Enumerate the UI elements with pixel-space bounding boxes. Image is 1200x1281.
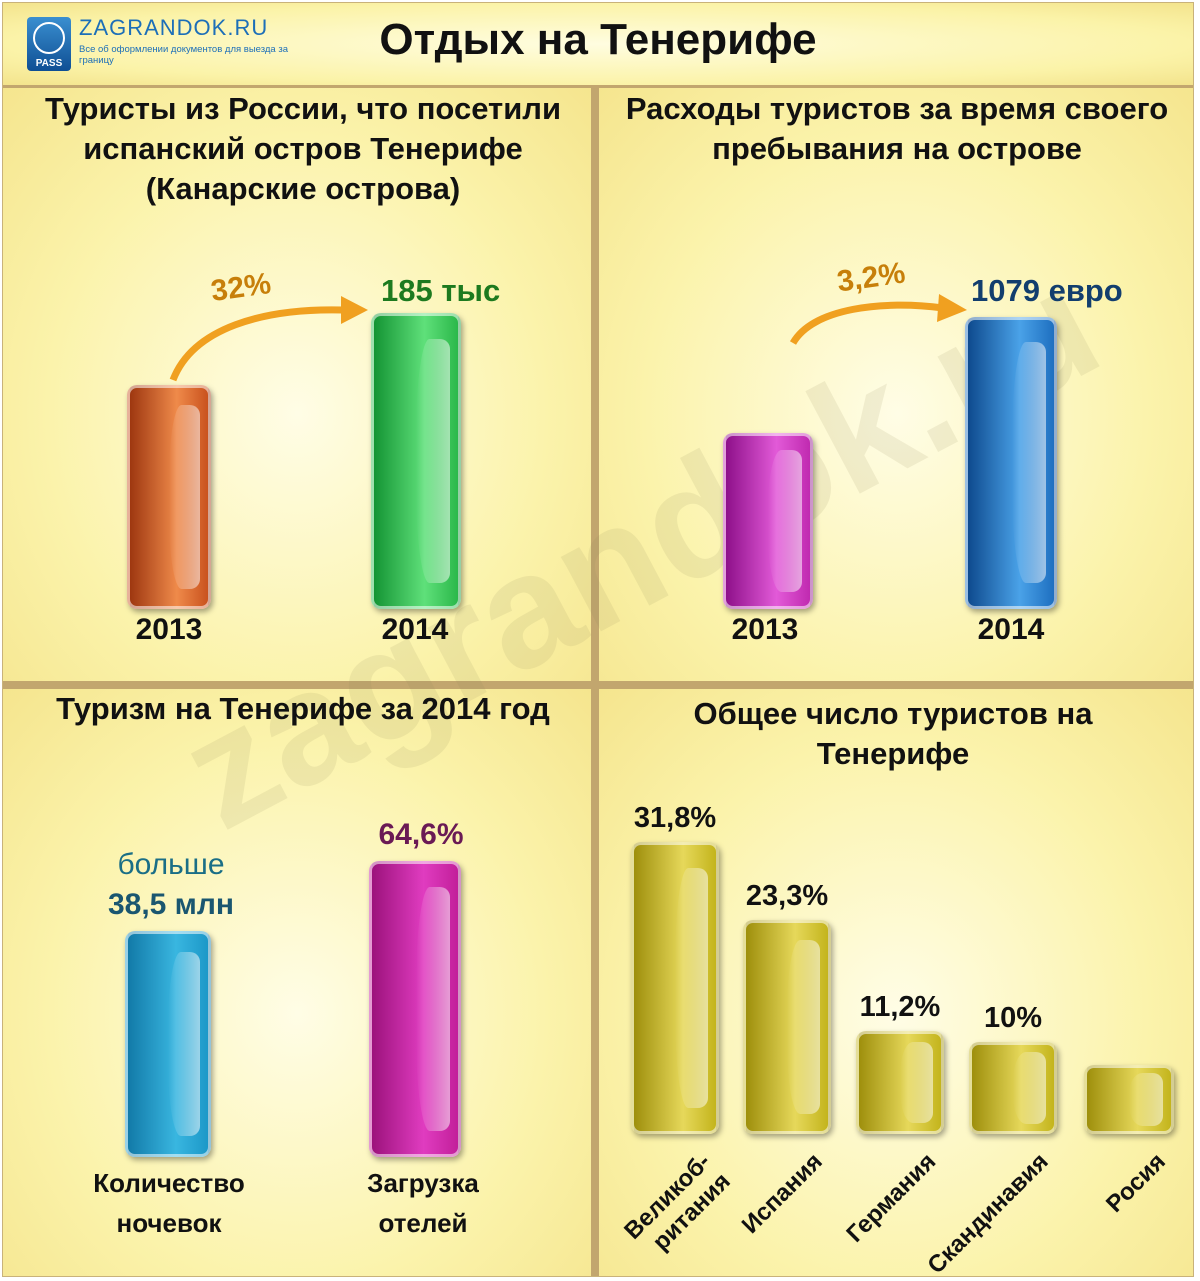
panel-russia-tourists [3,87,591,681]
chart4-value-label-1: 31,8% [633,802,717,834]
chart4-bar-4 [969,1042,1057,1134]
chart4-bar-2 [743,920,831,1134]
site-logo[interactable]: PASS ZAGRANDOK.RU Все об оформлении доку… [23,11,333,73]
chart4-category-3: Германия [841,1148,942,1248]
chart2-bar-2013 [723,432,813,609]
chart2-category-2013: 2013 [731,613,799,646]
chart1-bar-2013 [127,385,211,609]
chart4-bar-1 [631,842,719,1134]
chart1-bar-2014 [371,313,461,609]
chart3-category-hotels-2: отелей [378,1208,468,1238]
chart4-bar-3 [856,1031,944,1134]
chart1-category-2013: 2013 [135,613,203,646]
chart4-bar-5 [1084,1065,1174,1134]
chart4-category-2: Испания [737,1148,829,1240]
chart1-growth-arrow [169,296,368,382]
chart4-category-5: Росия [1100,1148,1171,1218]
panel-spending [599,87,1193,681]
chart3-category-nights-2: ночевок [116,1208,222,1238]
logo-name: ZAGRANDOK.RU [79,15,269,40]
chart1-title: Туристы из России, что посетили испански… [44,91,562,206]
chart1-category-2014: 2014 [381,613,449,646]
chart3-bar-hotels [369,861,461,1157]
logo-tagline: Все об оформлении документов для выезда … [79,44,288,66]
chart4-value-label-2: 23,3% [745,880,829,913]
chart3-nights-label-1: больше [117,848,225,881]
chart4-plot: 31,8% Великоб-ритания 23,3% Испания 11,2% Гер… [599,689,1193,1277]
chart3-category-hotels-1: Загрузка [367,1168,479,1198]
divider-vertical [591,87,599,1276]
chart2-growth-arrow [789,294,967,345]
chart4-category-1: Великоб-ритания [619,1148,736,1257]
chart2-category-2014: 2014 [977,613,1045,646]
chart3-hotels-label: 64,6% [378,818,464,851]
panel-tourism-2014 [3,689,591,1276]
chart4-title: Общее число туристов на Тенерифе [693,696,1093,771]
page-title: Отдых на Тенерифе [379,15,817,64]
globe-passport-icon: PASS [27,17,71,71]
chart3-nights-label-2: 38,5 млн [107,888,235,921]
chart2-value-label: 1079 евро [971,273,1123,308]
logo-badge: PASS [35,58,63,69]
chart4-value-label-3: 11,2% [859,991,941,1024]
chart2-bar-2014 [965,316,1057,609]
chart1-value-label: 185 тыс [381,273,501,308]
chart4-value-label-4: 10% [983,1002,1043,1035]
chart4-category-4: Скандинавия [922,1148,1055,1277]
header: PASS ZAGRANDOK.RU Все об оформлении доку… [3,3,1193,85]
chart3-category-nights-1: Количество [93,1168,245,1198]
chart2-title: Расходы туристов за время своего пребыва… [625,91,1169,166]
chart3-title: Туризм на Тенерифе за 2014 год [56,691,550,726]
divider-header [3,85,1193,88]
chart3-bar-nights [125,931,211,1157]
